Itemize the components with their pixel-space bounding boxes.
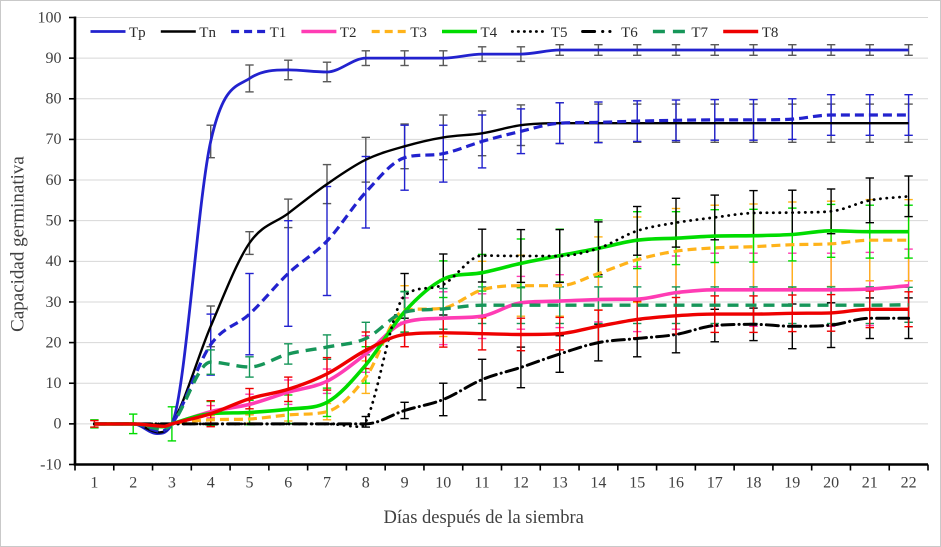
svg-text:30: 30 bbox=[46, 294, 62, 311]
svg-text:3: 3 bbox=[168, 474, 176, 491]
svg-text:10: 10 bbox=[435, 474, 451, 491]
svg-text:19: 19 bbox=[784, 474, 800, 491]
svg-text:1: 1 bbox=[90, 474, 98, 491]
svg-text:21: 21 bbox=[862, 474, 878, 491]
svg-text:16: 16 bbox=[668, 474, 684, 491]
svg-text:14: 14 bbox=[590, 474, 606, 491]
svg-text:9: 9 bbox=[401, 474, 409, 491]
svg-text:50: 50 bbox=[46, 213, 62, 230]
svg-text:12: 12 bbox=[513, 474, 529, 491]
svg-text:10: 10 bbox=[46, 375, 62, 392]
svg-text:15: 15 bbox=[629, 474, 645, 491]
svg-text:80: 80 bbox=[46, 91, 62, 108]
svg-text:40: 40 bbox=[46, 253, 62, 270]
svg-text:2: 2 bbox=[129, 474, 137, 491]
svg-text:Días después de la siembra: Días después de la siembra bbox=[384, 508, 584, 528]
svg-text:6: 6 bbox=[284, 474, 292, 491]
svg-text:T6: T6 bbox=[621, 25, 638, 41]
svg-text:Tn: Tn bbox=[199, 25, 216, 41]
svg-text:5: 5 bbox=[246, 474, 254, 491]
svg-text:Tp: Tp bbox=[129, 25, 146, 41]
svg-text:90: 90 bbox=[46, 50, 62, 67]
svg-text:70: 70 bbox=[46, 131, 62, 148]
svg-text:8: 8 bbox=[362, 474, 370, 491]
svg-text:T7: T7 bbox=[691, 25, 708, 41]
svg-text:T1: T1 bbox=[270, 25, 287, 41]
svg-text:4: 4 bbox=[207, 474, 215, 491]
svg-text:17: 17 bbox=[707, 474, 723, 491]
svg-text:22: 22 bbox=[901, 474, 917, 491]
svg-text:11: 11 bbox=[474, 474, 489, 491]
svg-text:0: 0 bbox=[54, 416, 62, 433]
svg-text:18: 18 bbox=[746, 474, 762, 491]
svg-text:-10: -10 bbox=[40, 456, 61, 473]
svg-text:T5: T5 bbox=[551, 25, 568, 41]
svg-text:20: 20 bbox=[823, 474, 839, 491]
svg-text:100: 100 bbox=[38, 9, 62, 26]
svg-text:T8: T8 bbox=[762, 25, 779, 41]
svg-text:Capacidad germinativa: Capacidad germinativa bbox=[8, 156, 29, 332]
svg-text:20: 20 bbox=[46, 334, 62, 351]
svg-text:7: 7 bbox=[323, 474, 331, 491]
svg-text:T2: T2 bbox=[340, 25, 357, 41]
svg-text:T4: T4 bbox=[481, 25, 498, 41]
svg-text:13: 13 bbox=[552, 474, 568, 491]
svg-text:60: 60 bbox=[46, 172, 62, 189]
svg-text:T3: T3 bbox=[410, 25, 427, 41]
